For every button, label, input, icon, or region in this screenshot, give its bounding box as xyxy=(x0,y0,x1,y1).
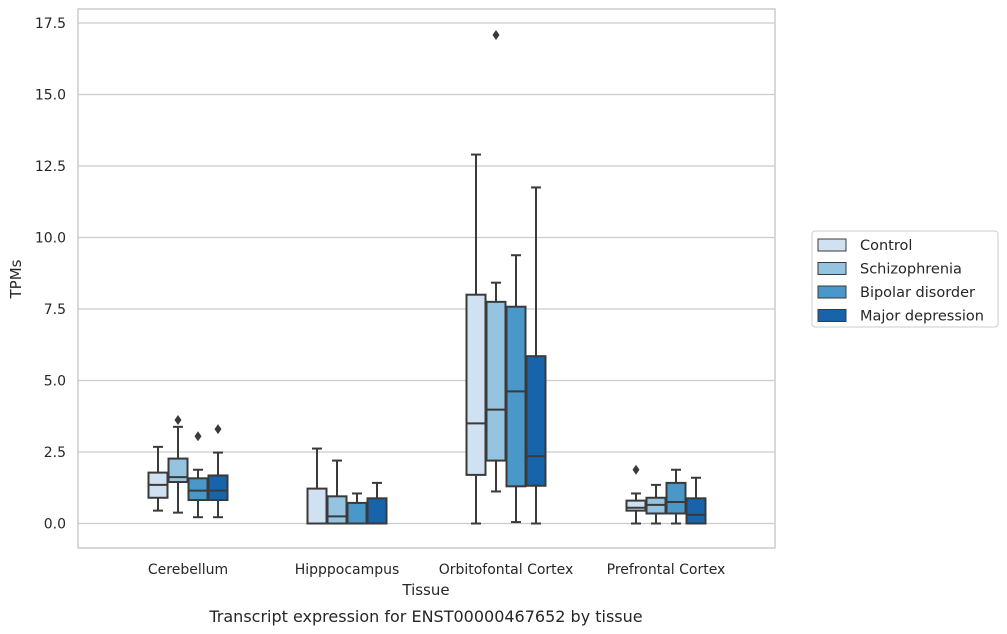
box-iqr xyxy=(485,300,507,462)
box-iqr xyxy=(366,497,388,525)
box-element xyxy=(346,492,368,525)
box-iqr xyxy=(505,305,527,488)
y-tick-label: 5.0 xyxy=(44,374,66,390)
legend-label: Schizophrenia xyxy=(860,262,962,278)
outlier-point xyxy=(492,30,500,41)
legend-items: Control Schizophrenia Bipolar disorder Majo… xyxy=(817,238,984,325)
box-element xyxy=(525,186,547,525)
box-element xyxy=(207,424,229,519)
box-iqr xyxy=(465,293,487,476)
box-iqr xyxy=(326,495,348,525)
box-series xyxy=(147,30,707,525)
legend-label: Bipolar disorder xyxy=(860,285,975,301)
x-tick-label: Cerebellum xyxy=(148,562,228,578)
box-element xyxy=(187,431,209,519)
box-element xyxy=(505,254,527,524)
y-axis-ticks: 0.0 2.5 5.0 7.5 10.0 12.5 15.0 17.5 xyxy=(35,16,66,533)
legend: Control Schizophrenia Bipolar disorder Majo… xyxy=(811,230,999,328)
y-tick-label: 2.5 xyxy=(44,445,66,461)
outlier-point xyxy=(174,414,182,425)
box-iqr xyxy=(525,355,547,487)
legend-label: Control xyxy=(860,238,912,254)
series-3 xyxy=(207,186,707,525)
outlier-point xyxy=(214,424,222,435)
series-1 xyxy=(167,30,667,525)
y-tick-label: 7.5 xyxy=(44,302,66,318)
legend-swatch xyxy=(817,285,847,299)
y-tick-label: 12.5 xyxy=(35,159,66,175)
x-axis-ticks: Cerebellum Hipppocampus Orbitofontal Corte… xyxy=(148,562,725,578)
y-tick-label: 0.0 xyxy=(44,517,66,533)
y-tick-label: 10.0 xyxy=(35,231,66,247)
box-element xyxy=(306,447,328,525)
box-element xyxy=(485,30,507,493)
box-iqr xyxy=(346,501,368,525)
box-element xyxy=(167,414,189,514)
box-element xyxy=(326,459,348,525)
y-tick-label: 15.0 xyxy=(35,88,66,104)
box-iqr xyxy=(665,481,687,515)
x-tick-label: Hipppocampus xyxy=(295,562,400,578)
legend-swatch xyxy=(817,238,847,252)
legend-label: Major depression xyxy=(860,309,984,325)
plot-area-frame xyxy=(77,8,776,549)
legend-swatch xyxy=(817,262,847,275)
box-element xyxy=(625,464,647,525)
outlier-point xyxy=(632,464,640,475)
series-2 xyxy=(187,254,687,525)
legend-frame xyxy=(811,230,999,328)
y-axis-label: TPMs xyxy=(7,259,25,299)
box-iqr xyxy=(167,457,189,484)
x-tick-label: Orbitofontal Cortex xyxy=(439,562,574,578)
box-element xyxy=(685,476,707,525)
box-iqr xyxy=(685,497,707,525)
box-element xyxy=(665,468,687,525)
x-tick-label: Prefrontal Cortex xyxy=(607,562,726,578)
outlier-point xyxy=(194,431,202,442)
box-iqr xyxy=(306,487,328,525)
chart-caption: Transcript expression for ENST0000046765… xyxy=(208,607,642,626)
box-iqr xyxy=(187,477,209,502)
y-tick-label: 17.5 xyxy=(35,16,66,32)
box-element xyxy=(645,483,667,525)
box-iqr xyxy=(207,474,229,502)
gridlines xyxy=(78,22,775,525)
legend-swatch xyxy=(817,309,847,322)
box-element xyxy=(147,445,169,512)
box-element xyxy=(366,481,388,525)
box-iqr xyxy=(625,499,647,512)
x-axis-label: Tissue xyxy=(401,581,449,599)
box-element xyxy=(465,153,487,525)
series-0 xyxy=(147,153,647,525)
